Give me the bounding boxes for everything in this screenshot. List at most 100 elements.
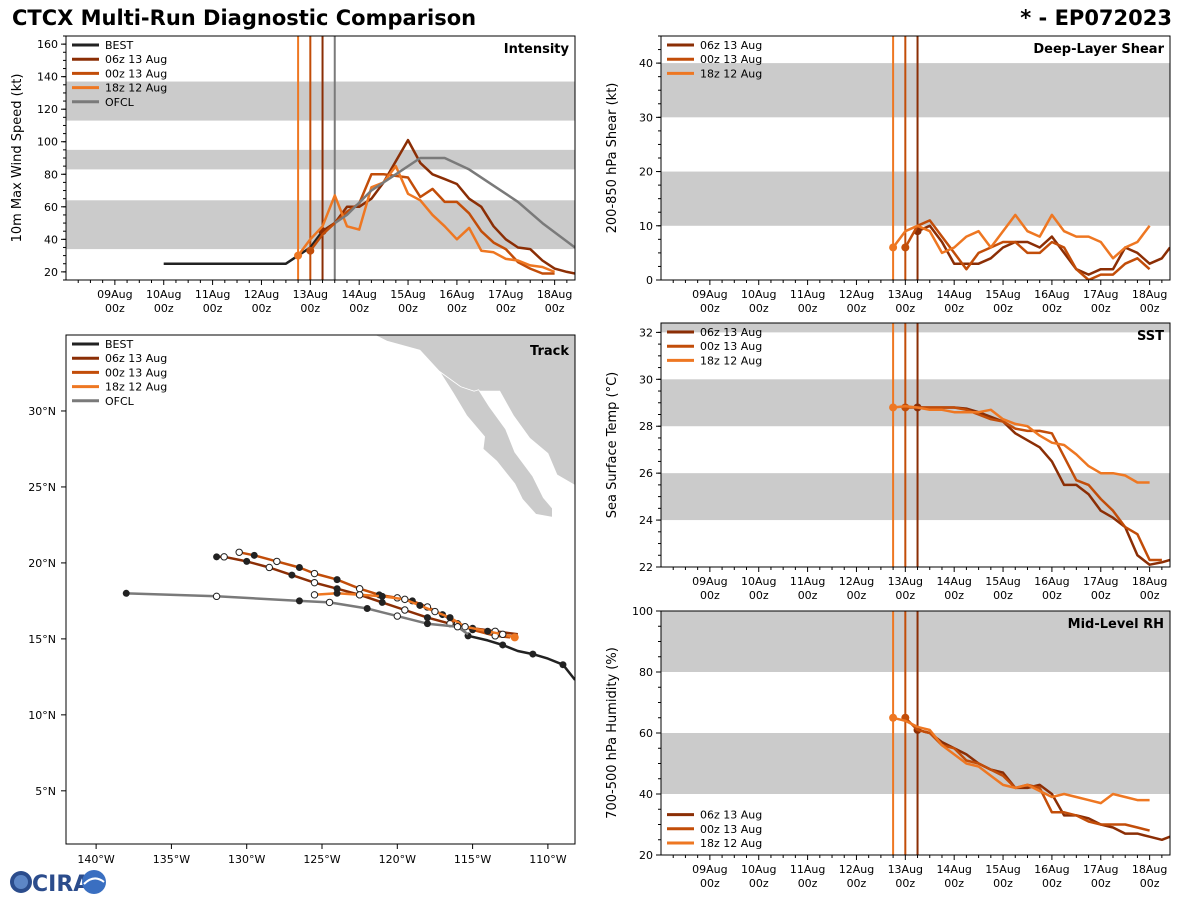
legend-label: 00z 13 Aug	[700, 340, 762, 353]
legend-label: 00z 13 Aug	[105, 67, 167, 80]
shear-band-1	[661, 63, 1170, 118]
x-tick-hour-label: 00z	[944, 589, 964, 602]
x-tick-hour-label: 00z	[993, 589, 1013, 602]
x-tick-day-label: 17Aug	[488, 288, 523, 301]
x-tick-hour-label: 00z	[154, 302, 174, 315]
x-tick-hour-label: 00z	[749, 302, 769, 315]
track-point-open	[265, 563, 273, 572]
sst-title: SST	[1137, 329, 1164, 344]
track-point	[243, 557, 251, 565]
logo-text: CIRA	[32, 872, 90, 897]
sst-panel: 22242628303209Aug00z10Aug00z11Aug00z12Au…	[605, 322, 1171, 602]
series-line-18z-12-aug	[892, 213, 1151, 260]
sst-band-2	[661, 323, 1170, 333]
intensity-panel: 2040608010012014016009Aug00z10Aug00z11Au…	[10, 35, 576, 315]
track-point-open	[499, 630, 507, 639]
x-tick-day-label: 14Aug	[936, 288, 971, 301]
series-start-point	[306, 246, 315, 255]
x-tick-hour-label: 00z	[944, 877, 964, 890]
series-start-point	[294, 251, 303, 260]
shear-plot-area	[661, 36, 1170, 280]
y-tick-label: 100	[37, 136, 58, 149]
x-tick-hour-label: 00z	[105, 302, 125, 315]
x-tick-hour-label: 00z	[993, 302, 1013, 315]
x-tick-hour-label: 00z	[1140, 589, 1160, 602]
y-tick-label: 25°N	[28, 481, 56, 494]
y-tick-label: 80	[639, 666, 653, 679]
x-tick-day-label: 16Aug	[1034, 575, 1069, 588]
series-line-best	[163, 222, 336, 265]
track-point	[499, 641, 507, 649]
series-line-06z-13-aug	[916, 224, 1170, 276]
x-tick-day-label: 12Aug	[839, 863, 874, 876]
y-tick-label: 10°N	[28, 709, 56, 722]
track-point-open	[325, 598, 334, 607]
legend-label: OFCL	[105, 96, 135, 109]
track-point-open	[273, 557, 281, 566]
y-tick-label: 20°N	[28, 557, 56, 570]
x-tick-hour-label: 00z	[1140, 302, 1160, 315]
x-tick-hour-label: 00z	[1140, 877, 1160, 890]
y-tick-label: 120	[37, 103, 58, 116]
series-start-point	[901, 243, 910, 252]
y-tick-label: 28	[639, 420, 653, 433]
x-tick-hour-label: 00z	[847, 589, 867, 602]
x-tick-hour-label: 00z	[203, 302, 223, 315]
series-line-ofcl	[334, 156, 575, 249]
x-tick-day-label: 15Aug	[985, 863, 1020, 876]
x-tick-day-label: 12Aug	[839, 288, 874, 301]
track-point	[378, 592, 386, 600]
y-tick-label: 60	[44, 201, 58, 214]
track-point	[250, 551, 258, 559]
x-tick-label: 120°W	[379, 853, 416, 866]
track-point	[213, 553, 221, 561]
track-point	[378, 598, 386, 606]
x-tick-day-label: 09Aug	[692, 863, 727, 876]
x-tick-hour-label: 00z	[398, 302, 418, 315]
x-tick-day-label: 18Aug	[1132, 288, 1167, 301]
land-baja-california	[439, 371, 553, 518]
legend-entry-00z-13-aug: 00z 13 Aug	[72, 67, 167, 80]
y-tick-label: 5°N	[35, 785, 56, 798]
series-line-18z-12-aug	[892, 716, 1150, 805]
x-tick-hour-label: 00z	[895, 877, 915, 890]
y-tick-label: 0	[646, 274, 653, 287]
shear-title: Deep-Layer Shear	[1033, 42, 1164, 57]
track-point	[333, 589, 341, 597]
track-frame	[65, 334, 576, 845]
y-tick-label: 15°N	[28, 633, 56, 646]
x-tick-day-label: 18Aug	[537, 288, 572, 301]
legend-entry-18z-12-aug: 18z 12 Aug	[667, 354, 762, 367]
intensity-band-2	[66, 81, 575, 121]
rh-band-0	[661, 733, 1170, 794]
x-tick-hour-label: 00z	[545, 302, 565, 315]
series-start-point	[889, 243, 898, 252]
x-tick-day-label: 16Aug	[1034, 863, 1069, 876]
track-point-open	[212, 592, 221, 601]
legend-entry-06z-13-aug: 06z 13 Aug	[72, 352, 167, 365]
x-tick-day-label: 14Aug	[936, 575, 971, 588]
x-tick-hour-label: 00z	[798, 877, 818, 890]
x-tick-hour-label: 00z	[447, 302, 467, 315]
track-point-open	[310, 578, 319, 587]
x-tick-hour-label: 00z	[1042, 589, 1062, 602]
track-point-open	[310, 591, 319, 599]
track-panel: 140°W 135°W 130°W 125°W 120°W 115°W 110°W 5°N 10…	[28, 334, 576, 866]
legend-entry-06z-13-aug: 06z 13 Aug	[667, 326, 762, 339]
sst-ylabel: Sea Surface Temp (°C)	[605, 372, 620, 519]
rh-plot-area	[661, 611, 1170, 855]
track-point-open	[431, 607, 439, 616]
series-line-00z-13-aug	[309, 173, 555, 275]
x-tick-day-label: 10Aug	[741, 288, 776, 301]
intensity-plot-area	[66, 36, 575, 280]
rh-panel: 2040608010009Aug00z10Aug00z11Aug00z12Aug…	[605, 605, 1171, 890]
track-point-open	[461, 623, 469, 631]
legend-entry-18z-12-aug: 18z 12 Aug	[72, 381, 167, 394]
storm-id: * - EP072023	[1020, 6, 1172, 30]
y-tick-label: 26	[639, 467, 653, 480]
y-tick-label: 30°N	[28, 405, 56, 418]
y-tick-label: 20	[639, 166, 653, 179]
legend-entry-best: BEST	[72, 39, 133, 52]
track-point	[423, 620, 431, 628]
